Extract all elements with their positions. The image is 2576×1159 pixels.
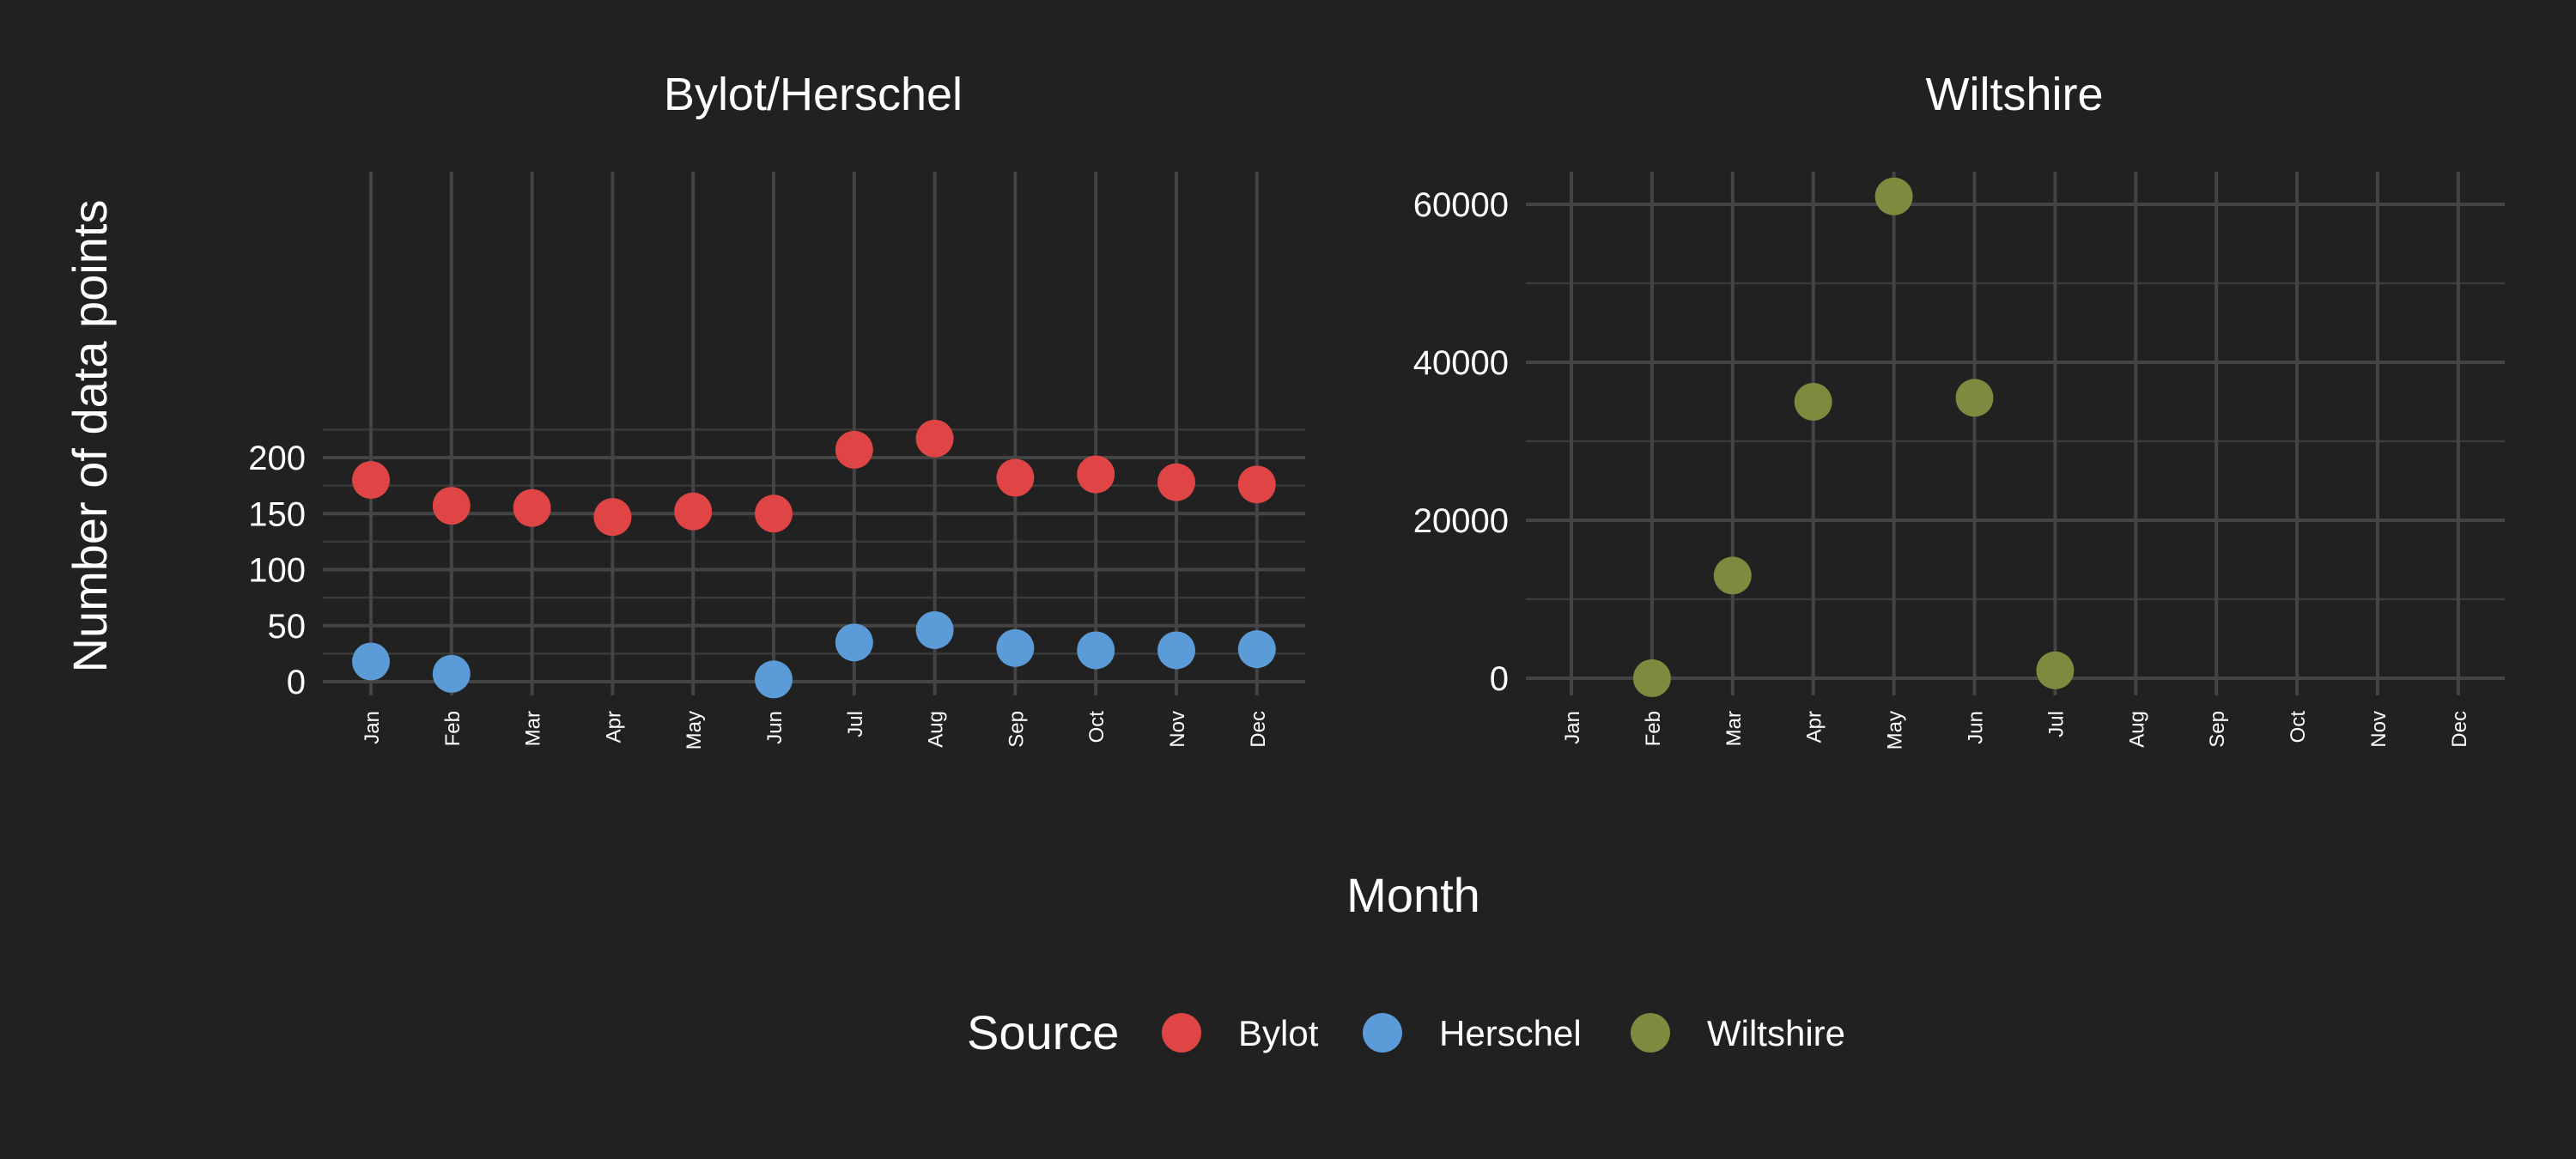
- y-tick-label: 60000: [1413, 186, 1509, 224]
- data-point-bylot: [1237, 465, 1276, 504]
- y-tick-label: 100: [248, 552, 306, 590]
- legend-entries: Bylot Herschel Wiltshire: [1162, 1013, 1845, 1053]
- x-tick-label: Apr: [602, 711, 625, 743]
- data-point-herschel: [1157, 631, 1195, 670]
- data-point-bylot: [996, 458, 1035, 497]
- data-point-bylot: [835, 430, 873, 469]
- legend-entry-herschel: Herschel: [1363, 1013, 1582, 1053]
- x-tick-label: Feb: [1642, 711, 1665, 746]
- x-tick-label: Sep: [2206, 711, 2229, 748]
- data-point-wiltshire: [1874, 177, 1913, 215]
- y-tick-label: 50: [268, 608, 307, 646]
- x-tick-label: Sep: [1005, 711, 1028, 748]
- data-point-herschel: [835, 623, 873, 662]
- y-tick-label: 20000: [1413, 502, 1509, 540]
- data-point-bylot: [1077, 455, 1115, 494]
- legend-key-bylot: [1162, 1013, 1201, 1053]
- data-point-wiltshire: [1955, 379, 1994, 417]
- data-point-herschel: [915, 610, 954, 649]
- data-point-bylot: [593, 498, 632, 537]
- x-tick-label: Nov: [1166, 711, 1189, 748]
- data-point-wiltshire: [1794, 383, 1832, 421]
- x-tick-label: Jul: [2044, 711, 2068, 737]
- panel-wiltshire: Wiltshire 0 20000 40000 60000 Jan Feb Mar Apr M…: [1413, 69, 2505, 749]
- data-point-herschel: [432, 654, 471, 693]
- panel-grid: [323, 172, 1305, 695]
- y-tick-label: 40000: [1413, 344, 1509, 382]
- data-points: [352, 419, 1276, 699]
- x-tick-labels: Jan Feb Mar Apr May Jun Jul Aug Sep Oct Nov Dec: [1561, 711, 2471, 750]
- x-tick-label: Apr: [1803, 711, 1826, 743]
- legend-key-wiltshire: [1631, 1013, 1670, 1053]
- legend-entry-bylot: Bylot: [1162, 1013, 1319, 1053]
- x-tick-label: May: [1884, 711, 1907, 749]
- legend-title: Source: [967, 1005, 1119, 1059]
- x-tick-label: Aug: [2125, 711, 2148, 748]
- legend-entry-wiltshire: Wiltshire: [1631, 1013, 1845, 1053]
- panel-title: Wiltshire: [1925, 69, 2103, 120]
- y-tick-labels: 0 50 100 150 200: [248, 440, 306, 701]
- panel-title: Bylot/Herschel: [664, 69, 963, 120]
- legend-label: Wiltshire: [1707, 1013, 1845, 1053]
- data-point-wiltshire: [1632, 659, 1671, 697]
- data-points: [1632, 177, 2075, 697]
- y-axis-title: Number of data points: [63, 200, 117, 673]
- data-point-bylot: [1157, 463, 1195, 501]
- x-tick-label: Nov: [2367, 711, 2391, 748]
- panel-bylot-herschel: Bylot/Herschel 0 50 100 150 200 Jan Feb Mar Apr…: [248, 69, 1305, 749]
- x-tick-label: Feb: [441, 711, 465, 746]
- y-tick-label: 0: [287, 664, 306, 701]
- x-tick-label: Aug: [925, 711, 948, 748]
- legend-label: Bylot: [1238, 1013, 1319, 1053]
- x-tick-label: Jan: [361, 711, 384, 744]
- x-tick-label: Mar: [1722, 711, 1746, 746]
- legend: Source Bylot Herschel Wiltshire: [967, 1005, 1845, 1059]
- x-axis-title: Month: [1346, 868, 1480, 922]
- x-tick-label: Jun: [763, 711, 787, 744]
- data-point-herschel: [352, 642, 390, 681]
- data-point-herschel: [755, 660, 793, 699]
- x-tick-label: Jun: [1965, 711, 1988, 744]
- x-tick-label: Oct: [1085, 711, 1109, 743]
- data-point-wiltshire: [1713, 556, 1752, 595]
- data-point-herschel: [996, 628, 1035, 667]
- legend-key-herschel: [1363, 1013, 1402, 1053]
- data-point-bylot: [432, 487, 471, 525]
- x-tick-label: Mar: [522, 711, 545, 746]
- y-tick-label: 0: [1490, 660, 1509, 698]
- y-tick-label: 150: [248, 495, 306, 533]
- x-tick-label: Jan: [1561, 711, 1584, 744]
- x-tick-label: Jul: [844, 711, 867, 737]
- x-tick-label: Oct: [2287, 711, 2310, 743]
- data-point-wiltshire: [2036, 651, 2075, 689]
- data-point-bylot: [674, 492, 713, 531]
- data-point-bylot: [755, 495, 793, 533]
- data-point-bylot: [915, 419, 954, 458]
- x-tick-label: May: [683, 711, 706, 749]
- x-tick-label: Dec: [2448, 711, 2471, 748]
- data-point-bylot: [513, 488, 551, 527]
- y-tick-labels: 0 20000 40000 60000: [1413, 186, 1509, 698]
- x-tick-labels: Jan Feb Mar Apr May Jun Jul Aug Sep Oct Nov Dec: [361, 711, 1270, 750]
- y-tick-label: 200: [248, 440, 306, 477]
- legend-label: Herschel: [1439, 1013, 1582, 1053]
- data-point-herschel: [1237, 630, 1276, 669]
- x-tick-label: Dec: [1247, 711, 1270, 748]
- data-point-herschel: [1077, 631, 1115, 670]
- data-point-bylot: [352, 461, 390, 500]
- panel-grid: [1526, 172, 2505, 695]
